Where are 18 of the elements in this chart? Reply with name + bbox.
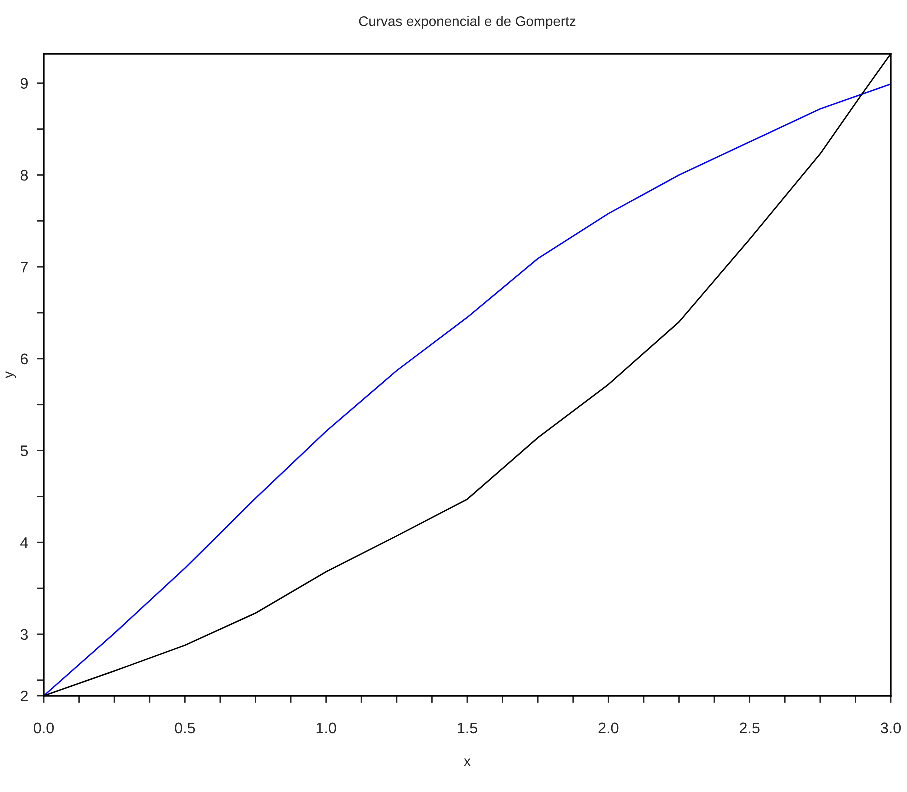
- chart-title: Curvas exponencial e de Gompertz: [359, 16, 576, 30]
- x-axis-title: x: [464, 758, 471, 766]
- y-tick-label: 4: [20, 538, 28, 548]
- x-tick-label: 1.0: [316, 722, 336, 734]
- y-tick-label: 2: [20, 690, 28, 702]
- x-tick-label: 3.0: [880, 722, 902, 734]
- x-tick-label: 0.0: [34, 722, 54, 734]
- y-axis-title: y: [6, 372, 16, 378]
- y-tick-label: 3: [20, 629, 28, 640]
- x-tick-label: 2.0: [598, 722, 619, 734]
- y-tick-label: 5: [20, 446, 28, 456]
- x-tick-label: 1.5: [458, 722, 478, 734]
- y-tick-label: 9: [20, 78, 28, 90]
- y-tick-label: 6: [21, 354, 28, 365]
- x-tick-label: 2.5: [740, 722, 760, 734]
- x-tick-label: 0.5: [175, 722, 196, 734]
- y-tick-label: 7: [21, 262, 28, 273]
- y-tick-label: 8: [20, 170, 28, 181]
